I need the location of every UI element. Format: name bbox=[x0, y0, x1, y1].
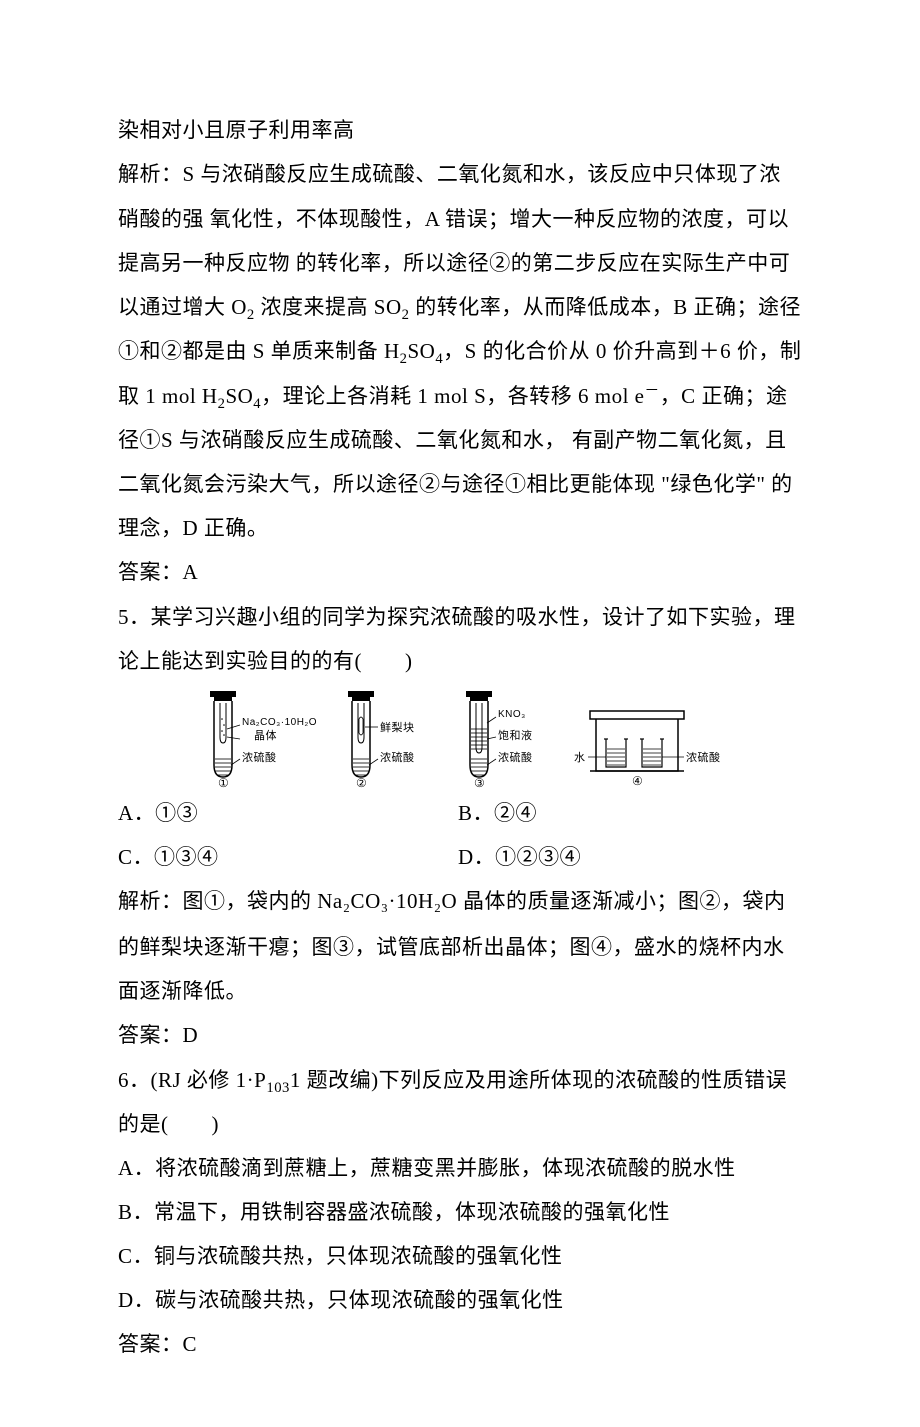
analysis-text: H bbox=[384, 339, 400, 363]
label-text: 饱和液 bbox=[498, 728, 533, 742]
diagram-number: ② bbox=[356, 776, 367, 789]
option-B: B．常温下，用铁制容器盛浓硫酸，体现浓硫酸的强氧化性 bbox=[118, 1190, 802, 1234]
test-tube-icon: KNO₃ 饱和液 浓硫酸 ③ bbox=[454, 689, 554, 789]
analysis-label: 解析： bbox=[118, 163, 183, 186]
analysis-label: 解析： bbox=[118, 890, 183, 913]
answer-label: 答案： bbox=[118, 561, 183, 584]
label-text: 水 bbox=[574, 751, 586, 764]
option-D: D．碳与浓硫酸共热，只体现浓硫酸的强氧化性 bbox=[118, 1278, 802, 1322]
diagram-4: 水 浓硫酸 ④ bbox=[572, 689, 722, 789]
subscript: 4 bbox=[253, 396, 261, 412]
q5-options-row2: C．①③④ D．①②③④ bbox=[118, 835, 802, 879]
label-text: Na₂CO₃·10H₂O bbox=[242, 717, 317, 728]
answer-value: A bbox=[183, 560, 199, 584]
answer-line: 答案：A bbox=[118, 550, 802, 595]
option-C: C．铜与浓硫酸共热，只体现浓硫酸的强氧化性 bbox=[118, 1234, 802, 1278]
analysis-text: 浓度来提高 bbox=[255, 295, 368, 319]
option-B: B．②④ bbox=[458, 791, 802, 835]
label-text: 浓硫酸 bbox=[380, 750, 415, 764]
test-tube-icon: Na₂CO₃·10H₂O 晶体 浓硫酸 ① bbox=[198, 689, 318, 789]
answer-label: 答案： bbox=[118, 1024, 183, 1047]
q6-prefix: 6．(RJ 必修 1·P bbox=[118, 1068, 266, 1092]
continuation-line: 染相对小且原子利用率高 bbox=[118, 108, 802, 152]
option-A: A．将浓硫酸滴到蔗糖上，蔗糖变黑并膨胀，体现浓硫酸的脱水性 bbox=[118, 1146, 802, 1190]
subscript: 2 bbox=[247, 308, 255, 324]
subscript: 103 bbox=[266, 1080, 290, 1096]
option-A: A．①③ bbox=[118, 791, 458, 835]
label-text: 晶体 bbox=[254, 728, 277, 742]
answer-line: 答案：C bbox=[118, 1322, 802, 1367]
answer-value: D bbox=[183, 1023, 199, 1047]
beakers-in-bell-jar-icon: 水 浓硫酸 ④ bbox=[572, 689, 722, 789]
subscript: 4 bbox=[435, 352, 443, 368]
label-text: 浓硫酸 bbox=[686, 750, 721, 764]
test-tube-icon: 鲜梨块 浓硫酸 ② bbox=[336, 689, 436, 789]
diagram-2: 鲜梨块 浓硫酸 ② bbox=[336, 689, 436, 789]
analysis-text: SO bbox=[407, 339, 435, 363]
q5-options-row1: A．①③ B．②④ bbox=[118, 791, 802, 835]
analysis-text: SO bbox=[374, 295, 402, 319]
option-D: D．①②③④ bbox=[458, 835, 802, 879]
diagram-1: Na₂CO₃·10H₂O 晶体 浓硫酸 ① bbox=[198, 689, 318, 789]
question-6-text: 6．(RJ 必修 1·P1031 题改编)下列反应及用途所体现的浓硫酸的性质错误… bbox=[118, 1058, 802, 1146]
diagram-3: KNO₃ 饱和液 浓硫酸 ③ bbox=[454, 689, 554, 789]
answer-value: C bbox=[183, 1332, 198, 1356]
analysis-text: SO bbox=[225, 384, 253, 408]
q5-analysis: 解析：图①，袋内的 Na₂CO₃·10H₂O 晶体的质量逐渐减小；图②，袋内的鲜… bbox=[118, 879, 802, 1012]
analysis-text: ，理论上各消耗 1 mol bbox=[261, 384, 468, 408]
experiment-diagrams: Na₂CO₃·10H₂O 晶体 浓硫酸 ① bbox=[118, 689, 802, 789]
label-text: 鲜梨块 bbox=[380, 720, 415, 734]
answer-label: 答案： bbox=[118, 1333, 183, 1356]
label-text: 浓硫酸 bbox=[498, 750, 533, 764]
analysis-text: S，各转移 6 mol e bbox=[474, 384, 644, 408]
question-5-text: 5．某学习兴趣小组的同学为探究浓硫酸的吸水性，设计了如下实验，理论上能达到实验目… bbox=[118, 595, 802, 683]
diagram-number: ④ bbox=[632, 774, 643, 788]
option-C: C．①③④ bbox=[118, 835, 458, 879]
diagram-number: ③ bbox=[474, 776, 485, 789]
label-text: KNO₃ bbox=[498, 709, 526, 720]
analysis-text: 图①，袋内的 Na₂CO₃·10H₂O 晶体的质量逐渐减小；图②，袋内的鲜梨块逐… bbox=[118, 889, 785, 1002]
answer-line: 答案：D bbox=[118, 1013, 802, 1058]
label-text: 浓硫酸 bbox=[242, 750, 277, 764]
diagram-number: ① bbox=[218, 776, 229, 789]
analysis-paragraph: 解析：S 与浓硝酸反应生成硫酸、二氧化氮和水，该反应中只体现了浓硝酸的强 氧化性… bbox=[118, 152, 802, 550]
superscript: － bbox=[644, 383, 659, 399]
